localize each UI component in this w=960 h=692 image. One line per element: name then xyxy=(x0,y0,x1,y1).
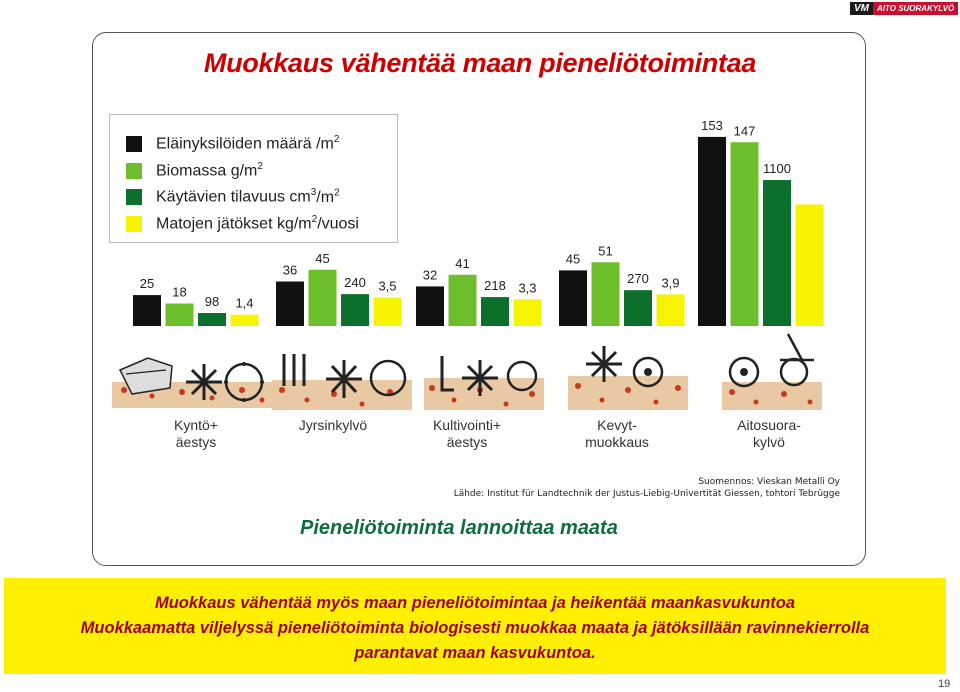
category-label: Aitosuora- kylvö xyxy=(737,417,801,450)
bar xyxy=(198,312,226,326)
data-label: 3,5 xyxy=(378,279,396,294)
data-label: 32 xyxy=(423,267,437,282)
legend-label-text: Käytävien tilavuus cm xyxy=(156,188,311,206)
cultivator-harrow-illustration xyxy=(424,356,544,410)
bar xyxy=(763,180,791,326)
data-label: 3,3 xyxy=(518,280,536,295)
bar xyxy=(373,297,402,326)
legend-swatch xyxy=(126,216,142,232)
brand-logo: VM AITO SUORAKYLVÖ xyxy=(850,2,959,15)
data-label: 218 xyxy=(484,278,506,293)
bar xyxy=(795,204,824,326)
legend-item: Biomassa g/m2 xyxy=(126,160,263,182)
summary-line-2: Muokkaamatta viljelyssä pieneliötoiminta… xyxy=(80,619,870,637)
bar xyxy=(513,299,542,326)
bar xyxy=(308,269,337,326)
logo-name: AITO SUORAKYLVÖ xyxy=(873,2,959,15)
bar xyxy=(341,294,369,326)
data-label: 45 xyxy=(566,251,580,266)
legend-label-suffix: /m2 xyxy=(316,187,340,206)
legend-label: Käytävien tilavuus cm3/m2 xyxy=(156,187,340,206)
data-label: 18 xyxy=(172,285,186,300)
legend-label: Eläinyksilöiden määrä /m2 xyxy=(156,134,339,153)
legend-swatch xyxy=(126,163,142,179)
data-label: 3,9 xyxy=(661,275,679,290)
legend-label-sup: 2 xyxy=(257,161,263,173)
legend-label-sup: 2 xyxy=(333,134,340,146)
data-label: 1100 xyxy=(763,161,791,176)
bar xyxy=(698,136,726,326)
source-note: Lähde: Institut für Landtechnik der Just… xyxy=(453,489,840,499)
data-label: 98 xyxy=(205,294,219,309)
data-label: 1,4 xyxy=(235,296,253,311)
bar xyxy=(559,270,587,326)
bar xyxy=(230,314,259,326)
data-label: 153 xyxy=(701,118,723,133)
bar xyxy=(656,294,685,326)
bar xyxy=(591,262,620,326)
legend-label: Biomassa g/m2 xyxy=(156,161,263,180)
translation-note: Suomennos: Vieskan Metalli Oy xyxy=(698,477,840,487)
data-label: 25 xyxy=(140,276,154,291)
plough-harrow-illustration xyxy=(112,357,272,408)
bar xyxy=(133,295,161,326)
page-title: Muokkaus vähentää maan pieneliötoimintaa xyxy=(203,48,757,78)
logo-brand: VM xyxy=(850,2,873,15)
category-label: Jyrsinkylvö xyxy=(298,417,368,433)
summary-line-3: parantavat maan kasvukuntoa. xyxy=(354,644,596,662)
legend-label-sup: 3 xyxy=(310,187,317,199)
bar xyxy=(481,297,509,326)
category-label: Kyntö+ äestys xyxy=(174,417,218,450)
data-label: 41 xyxy=(455,256,469,271)
summary-box: Muokkaus vähentää myös maan pieneliötoim… xyxy=(4,578,946,674)
data-label: 147 xyxy=(734,123,756,138)
legend-item: Eläinyksilöiden määrä /m2 xyxy=(126,133,339,155)
light-tillage-illustration xyxy=(568,346,688,410)
legend-swatch xyxy=(126,136,142,152)
bar xyxy=(730,142,759,326)
legend-label-text: Biomassa g/m xyxy=(156,162,258,180)
legend-label-text: Eläinyksilöiden määrä /m xyxy=(156,135,334,153)
data-label: 240 xyxy=(344,275,366,290)
bar xyxy=(276,281,304,326)
category-label: Kevyt- muokkaus xyxy=(585,417,649,450)
legend-label-sup: 2 xyxy=(311,214,318,226)
direct-drill-illustration xyxy=(722,333,822,410)
data-label: 45 xyxy=(315,251,329,266)
data-label: 51 xyxy=(598,243,612,258)
legend-label-suffix: /vuosi xyxy=(317,215,359,233)
bar xyxy=(448,274,477,326)
legend-label: Matojen jätökset kg/m2/vuosi xyxy=(156,214,359,233)
category-label: Kultivointi+ äestys xyxy=(432,417,502,450)
legend-swatch xyxy=(126,189,142,205)
data-label: 36 xyxy=(283,263,297,278)
data-label: 270 xyxy=(627,271,649,286)
bar xyxy=(624,290,652,326)
bar xyxy=(165,303,194,326)
page-number: 19 xyxy=(938,678,951,690)
summary-line-1: Muokkaus vähentää myös maan pieneliötoim… xyxy=(154,594,796,612)
legend-item: Käytävien tilavuus cm3/m2 xyxy=(126,186,340,208)
bar xyxy=(416,286,444,326)
chart-legend: Eläinyksilöiden määrä /m2 Biomassa g/m2 … xyxy=(109,114,398,243)
subtitle: Pieneliötoiminta lannoittaa maata xyxy=(300,517,618,539)
rotary-drill-illustration xyxy=(272,354,412,410)
legend-item: Matojen jätökset kg/m2/vuosi xyxy=(126,213,359,235)
legend-label-text: Matojen jätökset kg/m xyxy=(156,215,312,233)
